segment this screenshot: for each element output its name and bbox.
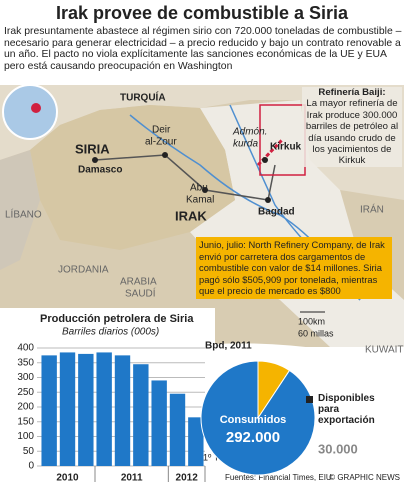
map-label: TURQUÍA [120, 91, 166, 104]
map-label: Kamal [186, 195, 214, 206]
y-tick-label: 400 [17, 343, 34, 354]
scale-label: 100km [298, 316, 325, 326]
map-label: Kirkuk [270, 142, 302, 153]
map-label: KUWAIT [365, 345, 404, 356]
city-dot [162, 152, 168, 158]
y-tick-label: 350 [17, 357, 34, 368]
slice-label: Consumidos [220, 414, 287, 426]
intro: Irak presuntamente abastece al régimen s… [4, 26, 402, 72]
refinery-text: La mayor refinería de Irak produce 300.0… [305, 98, 399, 167]
map-label: JORDANIA [58, 265, 109, 276]
y-tick-label: 150 [17, 416, 34, 427]
map-label: Bagdad [258, 207, 295, 218]
legend-swatch [306, 396, 313, 403]
city-dot [202, 187, 208, 193]
map-label: SAUDÍ [125, 287, 156, 300]
x-group-label: 2010 [56, 473, 79, 484]
map-label: IRAK [175, 208, 207, 223]
city-dot [92, 157, 98, 163]
bar [151, 380, 167, 466]
bar [169, 393, 186, 466]
sea [0, 150, 40, 270]
pie-slice [200, 360, 316, 476]
y-tick-label: 50 [23, 446, 35, 457]
map-label: IRÁN [360, 203, 384, 216]
locator-dot [31, 103, 41, 113]
bar [188, 417, 204, 466]
bar [96, 352, 112, 466]
title: Irak provee de combustible a Siria [56, 3, 349, 23]
scale-label: 60 millas [298, 328, 334, 338]
chart-title: Producción petrolera de Siria [40, 313, 194, 325]
city-dot [265, 197, 271, 203]
legend-label: Disponibles para exportación [318, 393, 375, 426]
city-dot [262, 157, 268, 163]
bar [78, 353, 94, 466]
map-label: ARABIA [120, 277, 157, 288]
source: Fuentes: Financial Times, EIU [225, 473, 332, 482]
x-group-label: 2012 [176, 473, 199, 484]
x-group-label: 2011 [121, 473, 143, 484]
refinery-box: Refinería Baiji: La mayor refinería de I… [302, 87, 402, 167]
locator-globe [2, 84, 58, 140]
bar [114, 355, 131, 466]
refinery-title: Refinería Baiji: [318, 87, 386, 98]
chart-subtitle: Barriles diarios (000s) [62, 327, 159, 338]
map-label: Deir [152, 125, 171, 136]
map-label: LÍBANO [5, 208, 42, 221]
syria-area [30, 105, 235, 250]
y-tick-label: 200 [17, 402, 34, 413]
value-label: 292.000 [226, 429, 280, 446]
map-label: Admón. [232, 127, 267, 138]
map-label: Abu [190, 183, 208, 194]
credit: © GRAPHIC NEWS [329, 473, 400, 482]
y-tick-label: 100 [17, 431, 34, 442]
map-label: al-Zour [145, 137, 177, 148]
y-tick-label: 0 [28, 461, 34, 472]
value-label: 30.000 [318, 441, 358, 456]
bar [41, 355, 57, 466]
y-tick-label: 300 [17, 372, 34, 383]
map-label: kurda [233, 139, 258, 150]
chart-title: Bpd, 2011 [205, 341, 252, 352]
map-label: Damasco [78, 165, 122, 176]
bar [59, 352, 76, 466]
map-label: SIRIA [75, 141, 110, 156]
note: Junio, julio: North Refinery Company, de… [196, 237, 392, 299]
bar [133, 364, 149, 466]
y-tick-label: 250 [17, 387, 34, 398]
